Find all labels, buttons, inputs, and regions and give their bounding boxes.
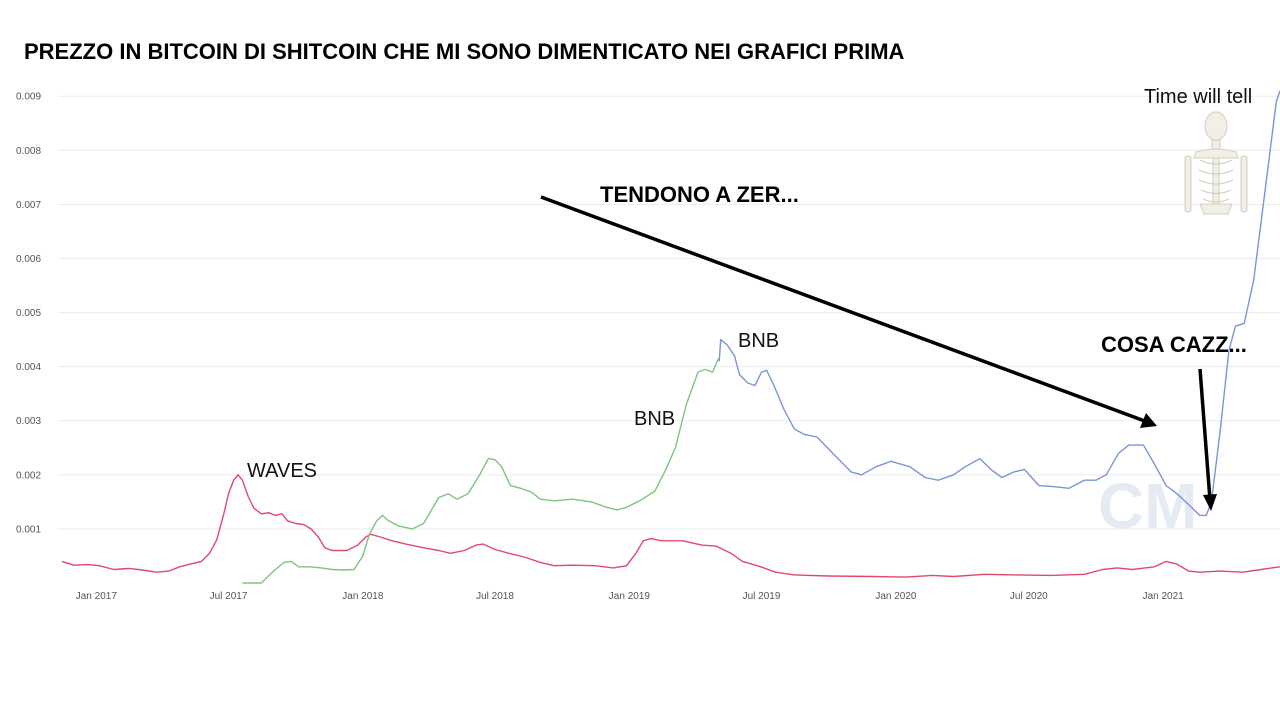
watermark-logo: CM (1098, 470, 1198, 542)
gridlines (58, 95, 1280, 530)
bnb-green-label: BNB (634, 408, 675, 430)
x-tick-label: Jan 2020 (875, 591, 917, 602)
y-axis: 0.001 0.002 0.003 0.004 0.005 0.006 0.007 0.008… (16, 92, 41, 536)
x-axis: Jan 2017 Jul 2017 Jan 2018 Jul 2018 Jan 2019… (76, 591, 1184, 602)
skeleton-icon (1184, 111, 1248, 215)
series-line-waves (61, 474, 1280, 578)
y-tick-label: 0.007 (16, 200, 41, 211)
trend-arrow (540, 195, 1151, 425)
x-tick-label: Jul 2018 (476, 591, 514, 602)
spike-arrowhead (1203, 494, 1217, 511)
x-tick-label: Jul 2017 (210, 591, 248, 602)
spike-arrow (1198, 368, 1212, 501)
y-tick-label: 0.002 (16, 470, 41, 481)
waves-label: WAVES (247, 460, 317, 482)
series-line-bnb-blue (718, 90, 1280, 517)
time-will-tell-label: Time will tell (1144, 86, 1252, 108)
x-tick-label: Jan 2017 (76, 591, 118, 602)
y-tick-label: 0.005 (16, 308, 41, 319)
y-tick-label: 0.001 (16, 524, 41, 535)
series-lines (61, 90, 1280, 584)
tendono-label: TENDONO A ZER... (600, 182, 799, 207)
y-tick-label: 0.003 (16, 416, 41, 427)
x-tick-label: Jan 2021 (1143, 591, 1185, 602)
y-tick-label: 0.008 (16, 146, 41, 157)
x-tick-label: Jan 2019 (609, 591, 651, 602)
x-tick-label: Jan 2018 (342, 591, 384, 602)
x-tick-label: Jul 2020 (1010, 591, 1048, 602)
bnb-blue-label: BNB (738, 330, 779, 352)
trend-arrowhead (1140, 413, 1157, 428)
chart-title: PREZZO IN BITCOIN DI SHITCOIN CHE MI SON… (24, 39, 905, 64)
y-tick-label: 0.006 (16, 254, 41, 265)
y-tick-label: 0.009 (16, 92, 41, 103)
cosa-label: COSA CAZZ... (1101, 332, 1247, 357)
series-line-bnb (242, 358, 720, 584)
y-tick-label: 0.004 (16, 362, 41, 373)
x-tick-label: Jul 2019 (743, 591, 781, 602)
